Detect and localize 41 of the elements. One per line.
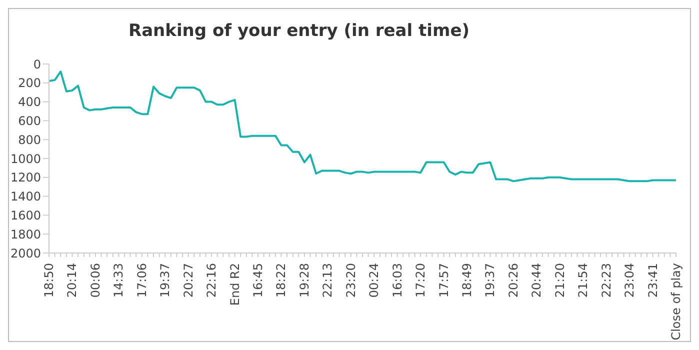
x-tick-label: 21:20	[552, 263, 567, 298]
x-tick-label: 17:20	[414, 263, 428, 298]
x-tick-label: 18:49	[460, 263, 474, 298]
x-tick-label: 17:57	[436, 263, 451, 298]
y-tick-label: 1200	[10, 170, 41, 185]
y-tick-label: 0	[33, 57, 41, 72]
x-tick-label: 16:45	[251, 263, 265, 298]
x-tick-label: 20:27	[181, 263, 196, 298]
x-tick-label: 18:50	[42, 263, 56, 298]
x-tick-label: 20:26	[506, 263, 520, 298]
x-tick-label: 19:37	[483, 263, 498, 298]
y-tick-label: 2000	[10, 246, 41, 260]
x-tick-label: 19:28	[297, 263, 312, 298]
x-tick-label: 14:33	[112, 263, 126, 298]
x-tick-label: 18:22	[274, 263, 288, 298]
x-tick-label: 23:20	[344, 263, 358, 298]
y-tick-label: 800	[18, 132, 41, 147]
x-tick-label: 00:24	[367, 263, 382, 298]
x-tick-label: 00:06	[88, 263, 102, 298]
x-tick-label: 23:04	[622, 263, 637, 298]
y-tick-label: 1000	[10, 152, 41, 166]
x-tick-label: 19:37	[158, 263, 172, 298]
y-tick-label: 400	[18, 95, 41, 110]
x-tick-label: 22:16	[204, 263, 219, 298]
x-tick-label: 21:54	[576, 263, 590, 298]
y-tick-label: 1400	[10, 190, 41, 204]
chart-title: Ranking of your entry (in real time)	[127, 21, 470, 41]
x-tick-label: 17:06	[134, 263, 149, 298]
x-tick-label: End R2	[228, 263, 242, 306]
x-tick-label: 22:13	[320, 263, 335, 298]
y-tick-label: 200	[18, 76, 41, 90]
x-tick-label: Close of play	[669, 263, 683, 340]
x-tick-label: 22:23	[599, 263, 614, 298]
x-tick-label: 20:44	[530, 263, 544, 298]
y-tick-label: 600	[18, 114, 41, 128]
y-tick-label: 1600	[10, 208, 41, 222]
x-tick-label: 16:03	[390, 263, 404, 298]
line-series	[48, 70, 677, 182]
x-tick-label: 23:41	[646, 263, 660, 298]
y-tick-label: 1800	[10, 227, 41, 242]
x-tick-label: 20:14	[65, 263, 80, 298]
